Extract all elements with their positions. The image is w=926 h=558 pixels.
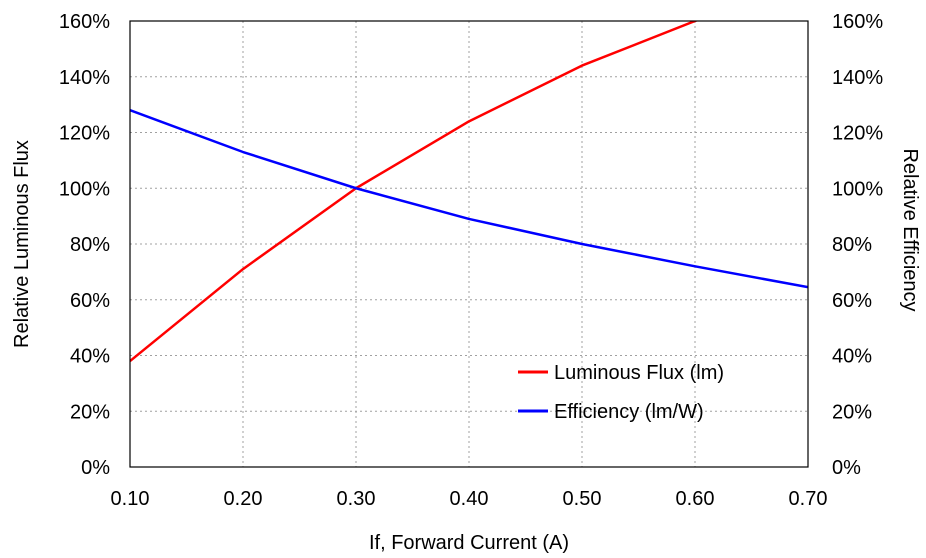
y-tick-label: 40% [70,346,110,368]
y2-tick-label: 80% [832,234,872,256]
y-tick-label: 140% [59,67,110,89]
x-tick-label: 0.60 [676,488,715,510]
y2-tick-label: 20% [832,401,872,423]
y2-tick-label: 120% [832,123,883,145]
y2-tick-label: 140% [832,67,883,89]
y2-tick-label: 100% [832,178,883,200]
series-line-efficiency [130,109,808,289]
y-tick-label: 80% [70,234,110,256]
x-tick-label: 0.10 [111,488,150,510]
y-tick-label: 100% [59,178,110,200]
y-tick-label: 20% [70,401,110,423]
y2-tick-label: 0% [832,457,861,479]
x-tick-label: 0.20 [224,488,263,510]
tick-labels: 0.10 0.20 0.30 0.40 0.50 0.60 0.700% 0%20% 20%40… [59,11,884,510]
y2-tick-label: 40% [832,346,872,368]
x-tick-label: 0.40 [450,488,489,510]
gridlines [130,21,808,467]
plot-frame [129,20,809,468]
x-tick-label: 0.70 [789,488,828,510]
legend-label-luminous-flux: Luminous Flux (lm) [554,362,724,384]
y2-axis-title: Relative Efficiency [899,148,921,311]
y2-tick-label: 60% [832,290,872,312]
y-tick-label: 60% [70,290,110,312]
x-tick-label: 0.50 [563,488,602,510]
x-axis-title: If, Forward Current (A) [369,532,569,554]
series-lines [130,21,808,363]
y-axis-title: Relative Luminous Flux [11,140,33,348]
x-tick-label: 0.30 [337,488,376,510]
legend-label-efficiency: Efficiency (lm/W) [554,401,704,423]
series-line-luminous-flux [130,21,699,363]
legend: Luminous Flux (lm) Efficiency (lm/W) [518,362,724,423]
y-tick-label: 160% [59,11,110,33]
y-tick-label: 120% [59,123,110,145]
y-tick-label: 0% [81,457,110,479]
y2-tick-label: 160% [832,11,883,33]
